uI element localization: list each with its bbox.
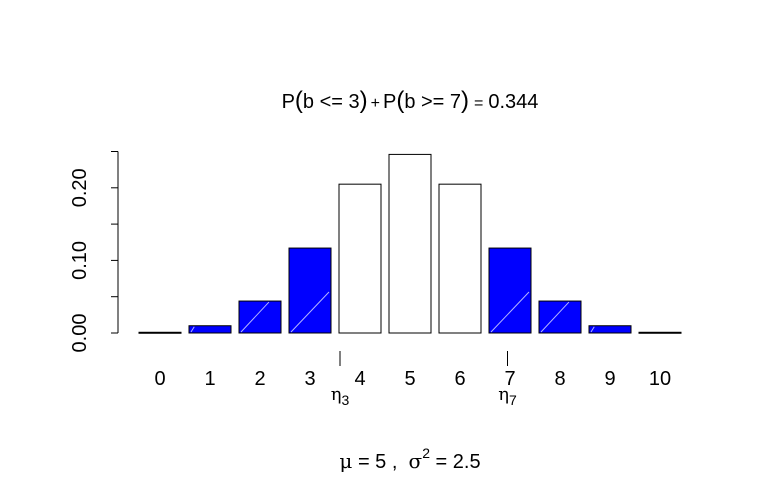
bar-rect	[188, 325, 232, 334]
y-tick-label: 0.00	[69, 314, 91, 353]
bar-5	[388, 153, 432, 334]
x-tick-label: 10	[649, 368, 671, 390]
bar-6	[438, 183, 482, 334]
y-axis: 0.00 0.10 0.20	[69, 151, 119, 353]
x-tick-label: 2	[254, 368, 265, 390]
x-tick-label: 6	[454, 368, 465, 390]
bar-hatch	[590, 326, 595, 333]
bar-hatch	[290, 291, 330, 333]
title-prob-2: P	[383, 91, 396, 113]
x-tick-label: 5	[404, 368, 415, 390]
x-tick-label: 0	[154, 368, 165, 390]
footer-sigma-sup: 2	[422, 445, 430, 461]
title-paren-close-1: )	[360, 87, 368, 114]
x-axis-labels: 0 1 2 3 4 5 6 7 8 9 10	[154, 368, 671, 390]
eta-marker-3: η3	[331, 351, 350, 408]
bar-rect	[638, 331, 682, 334]
bar-hatch	[540, 301, 570, 333]
bar-rect	[488, 247, 532, 334]
chart-footer: μ = 5 , σ2 = 2.5	[339, 445, 480, 473]
y-tick-label: 0.10	[69, 241, 91, 280]
footer-mu-value: = 5 ,	[352, 451, 408, 473]
eta-markers: η3 η7	[331, 351, 517, 408]
title-paren-open-1: (	[295, 87, 303, 114]
title-plus: +	[371, 95, 380, 112]
x-tick-label: 4	[354, 368, 365, 390]
y-tick-label: 0.20	[69, 168, 91, 207]
bar-4	[338, 183, 382, 334]
bar-rect	[288, 247, 332, 334]
footer-sigma-value: = 2.5	[430, 451, 481, 473]
bar-rect	[438, 183, 482, 334]
bar-3	[288, 247, 332, 334]
marker-subscript: 7	[509, 392, 517, 408]
bar-0	[138, 331, 182, 334]
bar-group	[138, 153, 682, 334]
bar-rect	[238, 300, 282, 334]
marker-label: η7	[498, 384, 517, 408]
bar-8	[538, 300, 582, 334]
bar-hatch	[240, 301, 270, 333]
footer-sigma: σ	[409, 449, 423, 473]
marker-symbol: η	[331, 384, 342, 405]
bar-rect	[388, 153, 432, 334]
footer-mu: μ	[339, 449, 352, 473]
bar-9	[588, 325, 632, 334]
title-equals: =	[474, 95, 483, 112]
bar-hatch	[190, 326, 195, 333]
x-tick-label: 1	[204, 368, 215, 390]
marker-subscript: 3	[342, 392, 350, 408]
marker-label: η3	[331, 384, 350, 408]
title-arg-2: b >= 7	[404, 91, 461, 113]
title-value: 0.344	[488, 91, 538, 113]
eta-marker-7: η7	[498, 351, 517, 408]
x-tick-label: 3	[304, 368, 315, 390]
bar-rect	[138, 331, 182, 334]
bar-10	[638, 331, 682, 334]
x-tick-label: 9	[604, 368, 615, 390]
x-tick-label: 7	[504, 368, 515, 390]
bar-7	[488, 247, 532, 334]
chart-title: P(b <= 3) + P(b >= 7) = 0.344	[282, 87, 539, 114]
title-paren-open-2: (	[396, 87, 404, 114]
bar-1	[188, 325, 232, 334]
bar-2	[238, 300, 282, 334]
x-tick-label: 8	[554, 368, 565, 390]
title-arg-1: b <= 3	[303, 91, 360, 113]
title-prob-1: P	[282, 91, 295, 113]
title-paren-close-2: )	[461, 87, 469, 114]
marker-symbol: η	[498, 384, 509, 405]
bar-rect	[338, 183, 382, 334]
bar-hatch	[490, 291, 530, 333]
bar-rect	[538, 300, 582, 334]
bar-rect	[588, 325, 632, 334]
